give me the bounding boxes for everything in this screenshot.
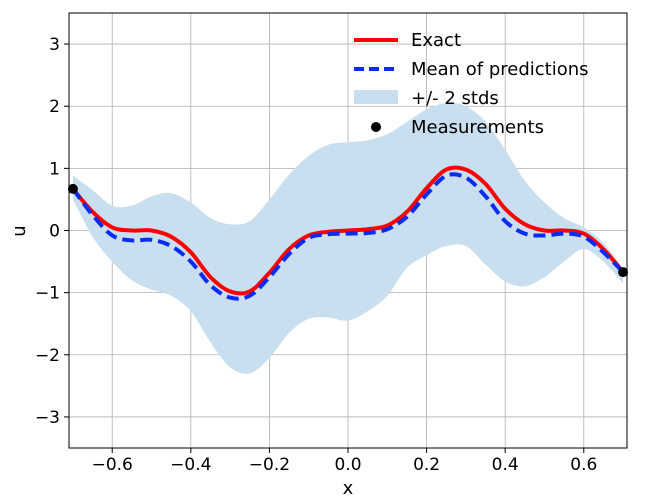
measurement-point xyxy=(618,267,629,278)
axis-ticks: −0.6 −0.4 −0.2 0.0 0.2 0.4 0.6 −3 −2 −1 0 1 2 3 xyxy=(35,35,597,475)
legend-exact-label: Exact xyxy=(411,30,461,51)
x-tick-label: 0.4 xyxy=(492,455,519,475)
y-tick-label: 2 xyxy=(49,97,60,117)
y-tick-label: −1 xyxy=(35,284,60,304)
legend-measurements-marker xyxy=(371,122,381,132)
y-tick-label: 3 xyxy=(49,35,60,55)
x-tick-label: −0.6 xyxy=(92,455,133,475)
y-tick-label: 0 xyxy=(49,222,60,242)
x-tick-label: 0.6 xyxy=(570,455,597,475)
y-tick-label: −2 xyxy=(35,346,60,366)
x-tick-label: 0.0 xyxy=(334,455,361,475)
legend-band-swatch xyxy=(354,90,398,104)
legend-measurements-label: Measurements xyxy=(411,117,544,138)
mean-predictions-line xyxy=(71,172,625,301)
x-tick-label: 0.2 xyxy=(413,455,440,475)
plot-area xyxy=(71,102,625,374)
x-tick-label: −0.4 xyxy=(170,455,211,475)
legend: Exact Mean of predictions +/- 2 stds Mea… xyxy=(354,30,589,138)
x-tick-label: −0.2 xyxy=(249,455,290,475)
y-axis-label: u xyxy=(9,225,30,236)
legend-mean-label: Mean of predictions xyxy=(411,59,589,80)
x-axis-label: x xyxy=(343,478,354,499)
y-tick-label: −3 xyxy=(35,408,60,428)
exact-line xyxy=(71,165,625,296)
y-tick-label: 1 xyxy=(49,159,60,179)
legend-band-label: +/- 2 stds xyxy=(411,88,499,109)
measurement-point xyxy=(67,183,78,194)
uncertainty-band xyxy=(72,102,624,374)
